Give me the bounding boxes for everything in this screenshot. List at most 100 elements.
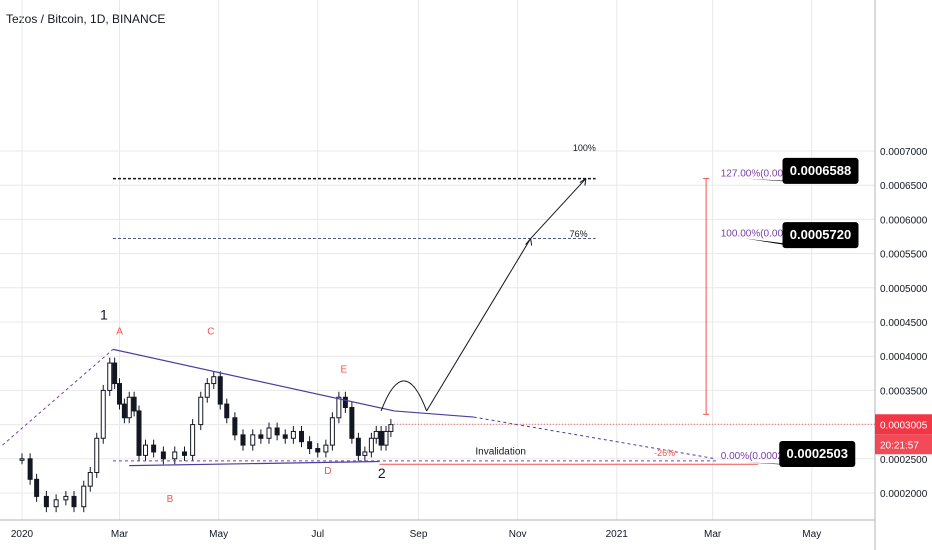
wave-label-e: E bbox=[341, 365, 348, 376]
candle-body bbox=[63, 495, 69, 501]
y-tick-label: 0.0002000 bbox=[880, 489, 928, 500]
wave-label-b: B bbox=[167, 494, 174, 505]
candle-body bbox=[172, 451, 178, 460]
candle-body bbox=[100, 389, 106, 439]
callout-box bbox=[782, 222, 859, 249]
candle-body bbox=[388, 424, 394, 432]
candle-body bbox=[315, 448, 321, 453]
x-tick-label: Mar bbox=[111, 529, 129, 540]
candle-body bbox=[107, 362, 113, 391]
y-tick-label: 0.0004500 bbox=[880, 318, 928, 329]
y-tick-label: 0.0006500 bbox=[880, 181, 928, 192]
candle-body bbox=[250, 434, 256, 446]
current-price-label: 0.0003005 bbox=[880, 420, 928, 431]
callout-price: 0.0006588 bbox=[790, 163, 851, 178]
arrowhead bbox=[525, 238, 533, 246]
candle-body bbox=[182, 451, 187, 456]
fib-level-label: 100.00%(0.0005720) bbox=[721, 229, 814, 240]
candle-body bbox=[43, 495, 49, 508]
candle-body bbox=[121, 403, 127, 419]
y-tick-label: 0.0005500 bbox=[880, 250, 928, 261]
candle-body bbox=[336, 396, 342, 419]
callout-box bbox=[782, 157, 859, 184]
candle-body bbox=[151, 444, 157, 453]
candle-body bbox=[87, 471, 93, 487]
x-tick-label: Jul bbox=[311, 529, 324, 540]
candle-body bbox=[198, 396, 204, 426]
upper-trendline-projection bbox=[473, 416, 716, 460]
upper-trendline bbox=[112, 348, 395, 412]
fib-level-label: 127.00%(0.0006597) bbox=[721, 169, 814, 180]
y-tick-label: 0.0004000 bbox=[880, 352, 928, 363]
callout-price: 0.0002503 bbox=[787, 446, 848, 461]
current-price-tag bbox=[875, 414, 932, 435]
candle-body bbox=[362, 451, 368, 456]
target-pct-label: 100% bbox=[573, 143, 596, 153]
wave-label-1: 1 bbox=[100, 306, 108, 322]
candle-body bbox=[240, 434, 246, 446]
lower-trendline bbox=[129, 460, 380, 467]
wave-label-c: C bbox=[207, 326, 214, 337]
y-tick-label: 0.0007000 bbox=[880, 147, 928, 158]
candle-body bbox=[383, 430, 389, 446]
candle-body bbox=[307, 441, 313, 450]
countdown-tag bbox=[875, 434, 932, 455]
x-tick-label: May bbox=[209, 529, 228, 540]
x-tick-label: May bbox=[802, 529, 821, 540]
candle-body bbox=[323, 444, 329, 453]
target-pct-label: 76% bbox=[570, 229, 588, 239]
y-tick-label: 0.0006000 bbox=[880, 215, 928, 226]
y-tick-label: 0.0002500 bbox=[880, 455, 928, 466]
wave-label-d: D bbox=[324, 466, 331, 477]
callout-price: 0.0005720 bbox=[790, 227, 851, 242]
candle-body bbox=[94, 437, 100, 473]
projection-arrow-1 bbox=[426, 238, 532, 412]
candle-body bbox=[204, 383, 210, 398]
projection-arrow-2 bbox=[530, 178, 587, 239]
x-tick-label: Mar bbox=[704, 529, 722, 540]
candle-body bbox=[131, 396, 137, 412]
candle-body bbox=[211, 376, 217, 385]
candle-body bbox=[368, 437, 374, 453]
wave-label-2: 2 bbox=[378, 465, 386, 481]
callout-box bbox=[779, 441, 856, 468]
countdown-label: 20:21:57 bbox=[880, 440, 919, 451]
candle-body bbox=[81, 485, 87, 508]
candle-body bbox=[71, 495, 77, 508]
candle-body bbox=[274, 427, 280, 436]
candle-body bbox=[329, 417, 335, 446]
fib-level-label: 0.00%(0.0002470) bbox=[721, 451, 803, 462]
candle-body bbox=[290, 430, 296, 439]
projection-arc bbox=[380, 380, 428, 412]
callout-pointer bbox=[745, 462, 804, 466]
x-tick-label: 2020 bbox=[11, 529, 34, 540]
candle-body bbox=[27, 458, 33, 480]
invalidation-label: Invalidation bbox=[475, 447, 526, 458]
candle-body bbox=[299, 430, 304, 443]
candle-body bbox=[378, 430, 384, 446]
candle-body bbox=[136, 410, 142, 456]
candle-body bbox=[266, 427, 272, 439]
candle-body bbox=[160, 451, 166, 460]
candle-body bbox=[349, 407, 355, 439]
candle-body bbox=[217, 376, 223, 405]
candle-body bbox=[143, 444, 148, 456]
candle-body bbox=[342, 396, 348, 408]
y-tick-label: 0.0003500 bbox=[880, 386, 928, 397]
candle-body bbox=[19, 458, 25, 461]
candle-body bbox=[232, 417, 238, 436]
candle-body bbox=[258, 434, 264, 439]
wave-label-a: A bbox=[116, 326, 123, 337]
chart-title: Tezos / Bitcoin, 1D, BINANCE bbox=[6, 12, 166, 26]
candle-body bbox=[373, 430, 379, 439]
arrowhead bbox=[579, 178, 587, 186]
x-tick-label: Sep bbox=[410, 529, 428, 540]
candle-body bbox=[190, 424, 196, 456]
candle-body bbox=[224, 403, 230, 419]
candle-body bbox=[53, 499, 59, 508]
x-tick-label: Nov bbox=[509, 529, 527, 540]
candle-body bbox=[282, 434, 288, 439]
invalidation-pct-label: -26% bbox=[654, 448, 675, 458]
candle-body bbox=[126, 396, 132, 419]
